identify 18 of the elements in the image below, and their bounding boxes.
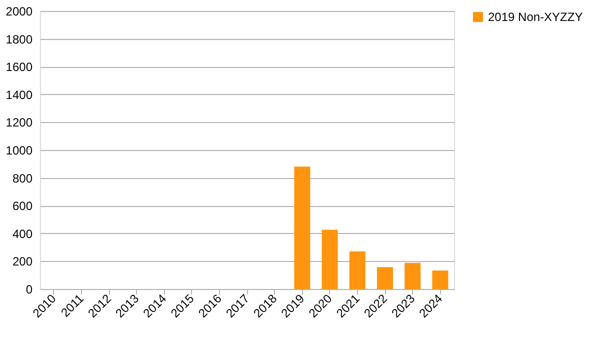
y-tick-label: 600 (12, 199, 33, 214)
y-tick-label: 2000 (6, 4, 33, 18)
y-tick-label: 1600 (6, 60, 33, 74)
y-tick-label: 1200 (6, 116, 33, 130)
bar (404, 262, 421, 289)
bar (349, 251, 366, 289)
bar (322, 230, 338, 289)
y-tick-label: 1000 (6, 144, 33, 158)
y-tick-label: 200 (12, 254, 33, 269)
legend-label: 2019 Non-XYZZY (488, 10, 583, 24)
bar (432, 270, 448, 289)
y-tick-label: 400 (12, 226, 33, 241)
y-tick-label: 1800 (6, 32, 33, 46)
bar (294, 166, 310, 289)
bar (377, 267, 393, 289)
y-tick-label: 1400 (6, 88, 33, 102)
y-tick-label: 800 (12, 171, 33, 186)
y-tick-label: 0 (26, 282, 33, 296)
